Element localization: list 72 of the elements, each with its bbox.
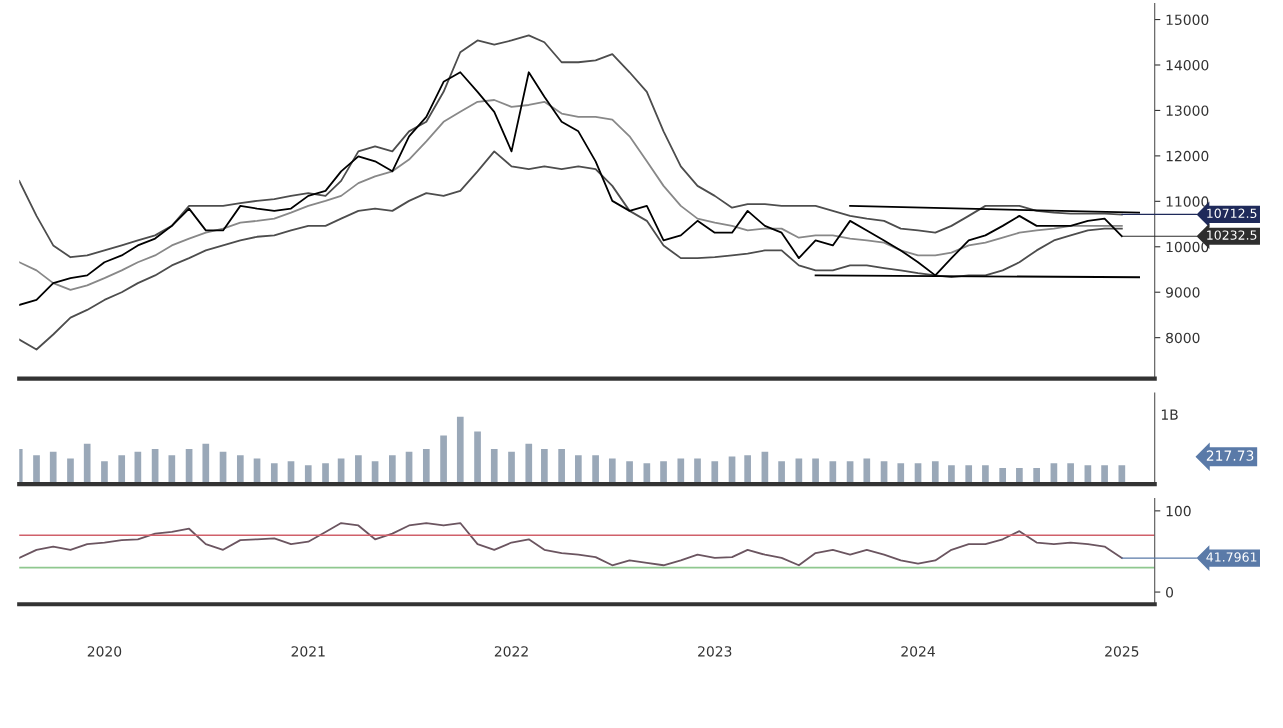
bar	[322, 463, 329, 485]
y-tick-label: 14000	[1166, 59, 1209, 71]
bar	[931, 461, 939, 485]
bar	[168, 455, 176, 485]
bar	[558, 449, 565, 485]
annotation: 10712.5	[1207, 208, 1257, 219]
y-tick-label: 11000	[1166, 196, 1209, 207]
bar	[456, 416, 464, 485]
bar	[474, 431, 481, 485]
bar	[389, 455, 396, 485]
bar	[982, 465, 989, 485]
y-tick-label: 100	[1166, 505, 1191, 517]
bar	[440, 435, 447, 485]
line-series	[19, 150, 1123, 351]
bar	[490, 449, 498, 485]
y-tick-label: 9000	[1165, 287, 1200, 298]
bar	[33, 455, 40, 485]
bar	[643, 463, 651, 485]
x-tick-label: 2023	[698, 646, 732, 657]
annotation: 10232.5	[1207, 230, 1257, 240]
y-tick-label: 13000	[1166, 105, 1209, 116]
bar	[948, 465, 955, 485]
bar	[897, 463, 905, 485]
text: 217.73	[1206, 450, 1254, 461]
y-tick-label: 15000	[1166, 14, 1209, 26]
bar	[49, 451, 57, 485]
bar	[1016, 467, 1023, 485]
line-series	[19, 34, 1123, 259]
bar	[508, 451, 515, 485]
annotation: 41.7961	[1206, 552, 1257, 562]
bar	[101, 461, 108, 485]
bar	[575, 455, 582, 485]
text: 1B	[1161, 409, 1178, 420]
bar	[525, 443, 533, 485]
bar	[829, 461, 837, 485]
bar	[202, 443, 210, 485]
bar	[67, 458, 74, 485]
bar	[118, 455, 126, 485]
bar	[541, 449, 548, 485]
line-series	[19, 99, 1123, 291]
bar	[812, 458, 819, 485]
bar	[626, 461, 633, 485]
x-tick-label: 2020	[87, 646, 122, 657]
bar	[355, 455, 362, 485]
bar	[965, 465, 973, 485]
bar	[592, 455, 599, 485]
bar	[711, 461, 719, 485]
y-tick-label: 0	[1166, 587, 1174, 598]
y-tick-label: 12000	[1166, 150, 1209, 162]
bar	[83, 443, 91, 485]
bar	[236, 455, 244, 485]
bar	[863, 458, 871, 485]
x-tick-label: 2021	[291, 646, 325, 657]
bar	[1033, 467, 1040, 485]
bar	[422, 449, 430, 485]
bar	[270, 463, 278, 485]
bar	[660, 461, 667, 485]
x-tick-label: 2022	[494, 646, 528, 657]
x-tick-label: 2024	[901, 646, 935, 657]
line-series	[19, 522, 1123, 567]
y-tick-label: 10000	[1166, 241, 1209, 253]
bar	[999, 467, 1007, 485]
x-tick-label: 2025	[1105, 646, 1139, 657]
y-tick-label: 8000	[1166, 332, 1200, 344]
bar	[694, 458, 701, 485]
bar	[608, 458, 616, 485]
bar	[744, 455, 751, 485]
bar	[1101, 465, 1108, 485]
bar	[677, 458, 685, 485]
bar	[304, 465, 312, 485]
bar	[1067, 463, 1074, 485]
bar	[778, 461, 785, 485]
